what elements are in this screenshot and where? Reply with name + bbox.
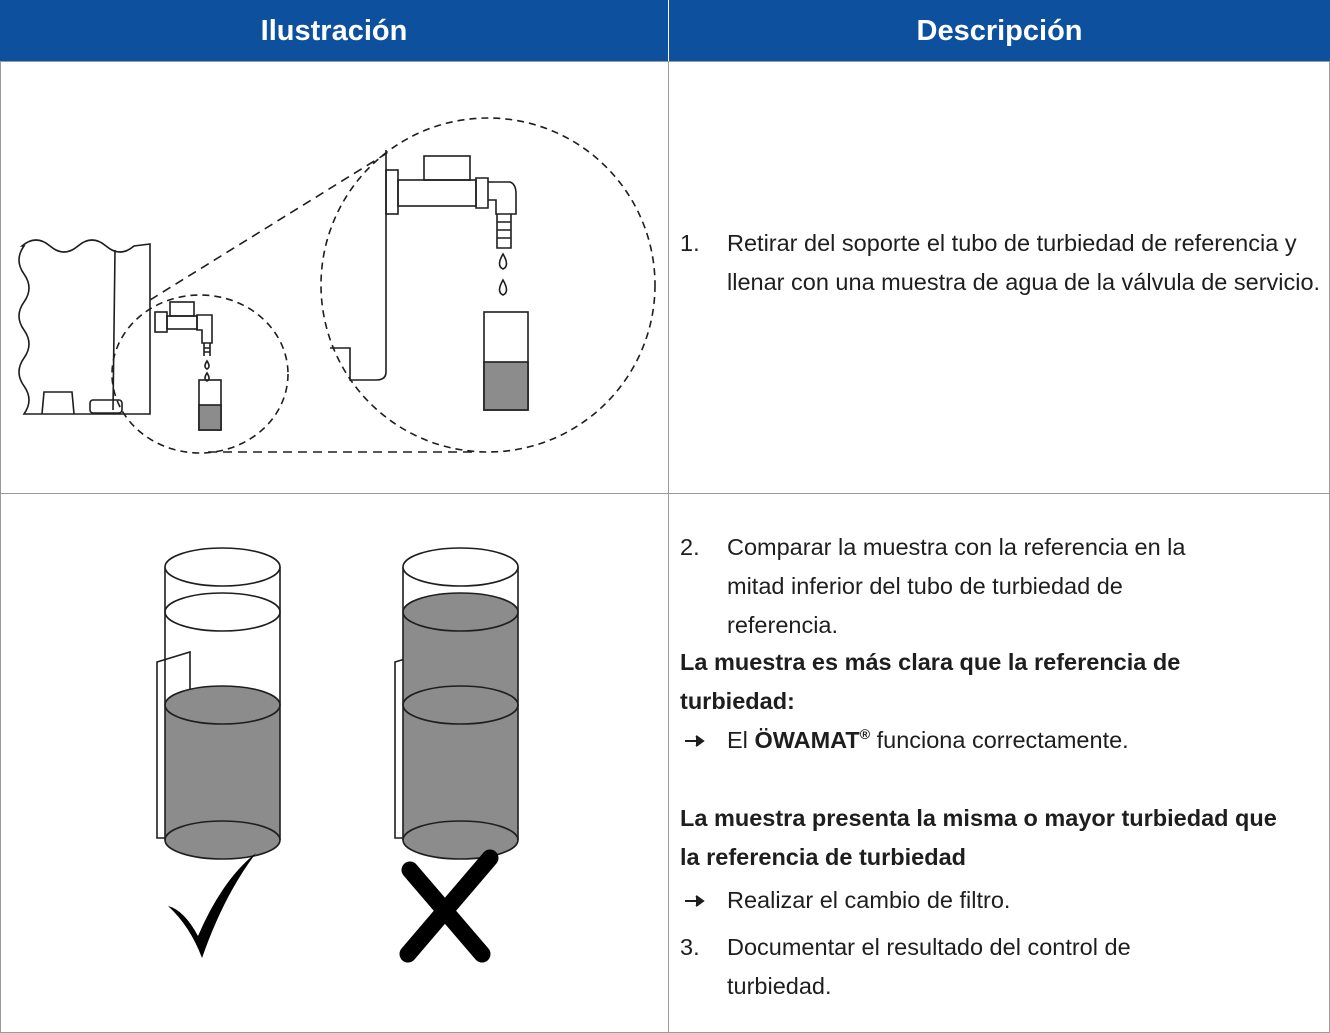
step-text: Documentar el resultado del control de t… — [727, 934, 1131, 999]
result-text: funciona correctamente. — [876, 727, 1129, 753]
step-text: Comparar la muestra con la referencia en… — [727, 534, 1186, 638]
step-number: 3. — [680, 934, 700, 960]
arrow-icon — [685, 895, 705, 907]
step-number: 2. — [680, 534, 700, 560]
result: El ÖWAMAT® funciona correctamente. — [727, 721, 1322, 760]
header-cell: Descripción — [669, 0, 1330, 62]
condition: La muestra es más clara que la referenci… — [680, 649, 1181, 714]
registered-mark: ® — [859, 726, 871, 742]
illustrations — [18, 117, 656, 963]
machine-illustration — [18, 117, 656, 454]
step-text: Retirar del soporte el tubo de turbiedad… — [727, 230, 1321, 295]
check-icon — [168, 853, 256, 958]
arrow-icon — [685, 735, 705, 747]
cylinder-bad — [394, 547, 519, 963]
cross-icon — [399, 849, 499, 963]
result-text: El — [727, 727, 748, 753]
header-cell: Ilustración — [0, 0, 668, 62]
brand: ÖWAMAT — [754, 727, 860, 753]
step-number: 1. — [680, 230, 700, 256]
cylinder-ok — [156, 547, 281, 958]
condition: La muestra presenta la misma o mayor tur… — [680, 805, 1277, 870]
result: Realizar el cambio de filtro. — [727, 887, 1011, 913]
